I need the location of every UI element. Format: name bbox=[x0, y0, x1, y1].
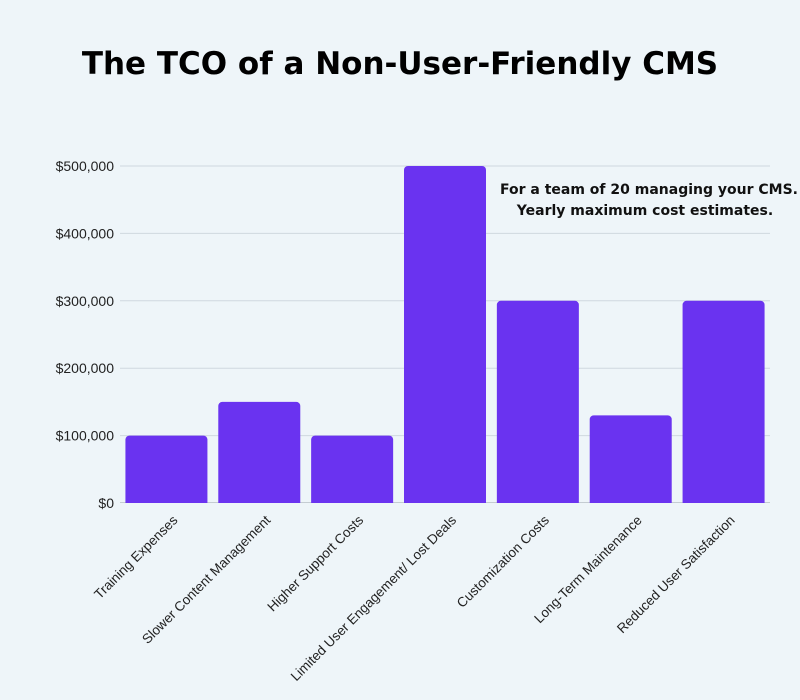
x-tick-label: Training Expenses bbox=[91, 512, 180, 601]
bar bbox=[311, 435, 394, 507]
y-axis-ticks: $0 $100,000 $200,000 $300,000 $400,000 $500,0… bbox=[56, 158, 115, 511]
annotation-line-1: For a team of 20 managing your CMS. bbox=[500, 182, 798, 198]
x-tick-label: Limited User Engagement/ Lost Deals bbox=[288, 512, 460, 684]
y-tick-label: $200,000 bbox=[56, 360, 115, 376]
y-tick-label: $400,000 bbox=[56, 225, 115, 241]
y-tick-label: $100,000 bbox=[56, 428, 115, 444]
x-tick-label: Long-Term Maintenance bbox=[531, 513, 645, 627]
bar bbox=[589, 415, 672, 507]
axis-baseline-mask bbox=[120, 503, 770, 509]
bars bbox=[120, 166, 770, 509]
chart-title: The TCO of a Non-User-Friendly CMS bbox=[81, 46, 719, 82]
bar bbox=[404, 166, 486, 507]
y-tick-label: $300,000 bbox=[56, 293, 115, 309]
chart-annotation: For a team of 20 managing your CMS. Year… bbox=[500, 180, 798, 222]
x-tick-label: Customization Costs bbox=[454, 512, 552, 610]
bar bbox=[682, 300, 765, 507]
y-tick-label: $500,000 bbox=[56, 158, 115, 174]
x-tick-label: Higher Support Costs bbox=[264, 512, 366, 614]
y-tick-label: $0 bbox=[98, 495, 114, 511]
bar bbox=[218, 401, 301, 507]
bar bbox=[125, 435, 208, 507]
annotation-line-2: Yearly maximum cost estimates. bbox=[516, 203, 774, 219]
bar bbox=[496, 300, 579, 507]
